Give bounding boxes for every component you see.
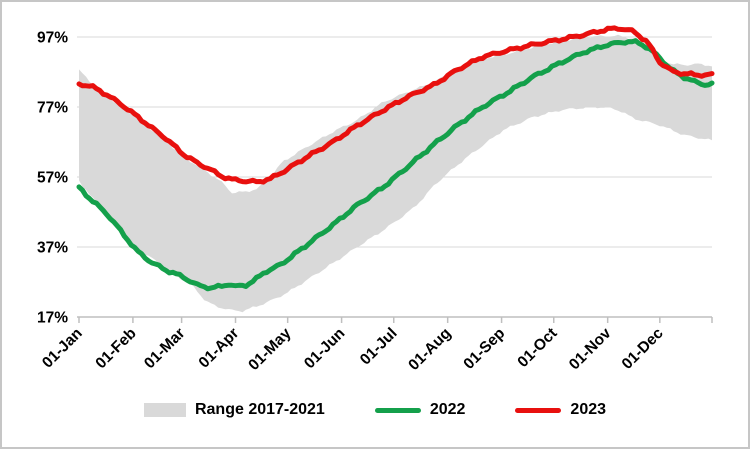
line-2022 <box>76 38 715 292</box>
y-tick-label-17%: 17% <box>37 310 68 327</box>
y-tick-label-97%: 97% <box>37 30 68 47</box>
legend-label-2023: 2023 <box>570 401 607 418</box>
legend-item-2023: 2023 <box>515 401 606 419</box>
y-tick-label-37%: 37% <box>37 240 68 257</box>
x-tick-label-01-Aug: 01-Aug <box>405 325 454 374</box>
legend-label-2022: 2022 <box>429 401 466 418</box>
x-tick-label-01-Dec: 01-Dec <box>619 325 667 373</box>
legend-label-range: Range 2017-2021 <box>194 401 325 418</box>
x-tick-label-01-Feb: 01-Feb <box>92 325 139 372</box>
legend-2023-line-swatch <box>515 407 562 413</box>
x-tick-label-01-Mar: 01-Mar <box>141 325 188 372</box>
x-tick-label-01-Apr: 01-Apr <box>196 325 243 372</box>
x-tick-label-01-Jan: 01-Jan <box>39 325 86 372</box>
x-tick-label-01-Jun: 01-Jun <box>301 325 348 372</box>
y-tick-label-57%: 57% <box>37 170 68 187</box>
legend-2022-line-swatch <box>374 407 421 413</box>
y-tick-label-77%: 77% <box>37 100 68 117</box>
x-tick-label-01-Sep: 01-Sep <box>460 325 508 373</box>
x-tick-label-01-May: 01-May <box>245 325 294 374</box>
legend-item-2022: 2022 <box>374 401 466 419</box>
legend-band-swatch <box>143 403 186 417</box>
line-2023 <box>76 25 715 185</box>
legend-item-range: Range 2017-2021 <box>143 401 325 419</box>
legend: Range 2017-2021 2022 2023 <box>2 401 748 419</box>
x-tick-label-01-Jul: 01-Jul <box>357 325 401 369</box>
x-tick-label-01-Oct: 01-Oct <box>514 325 560 371</box>
x-tick-label-01-Nov: 01-Nov <box>566 325 615 374</box>
